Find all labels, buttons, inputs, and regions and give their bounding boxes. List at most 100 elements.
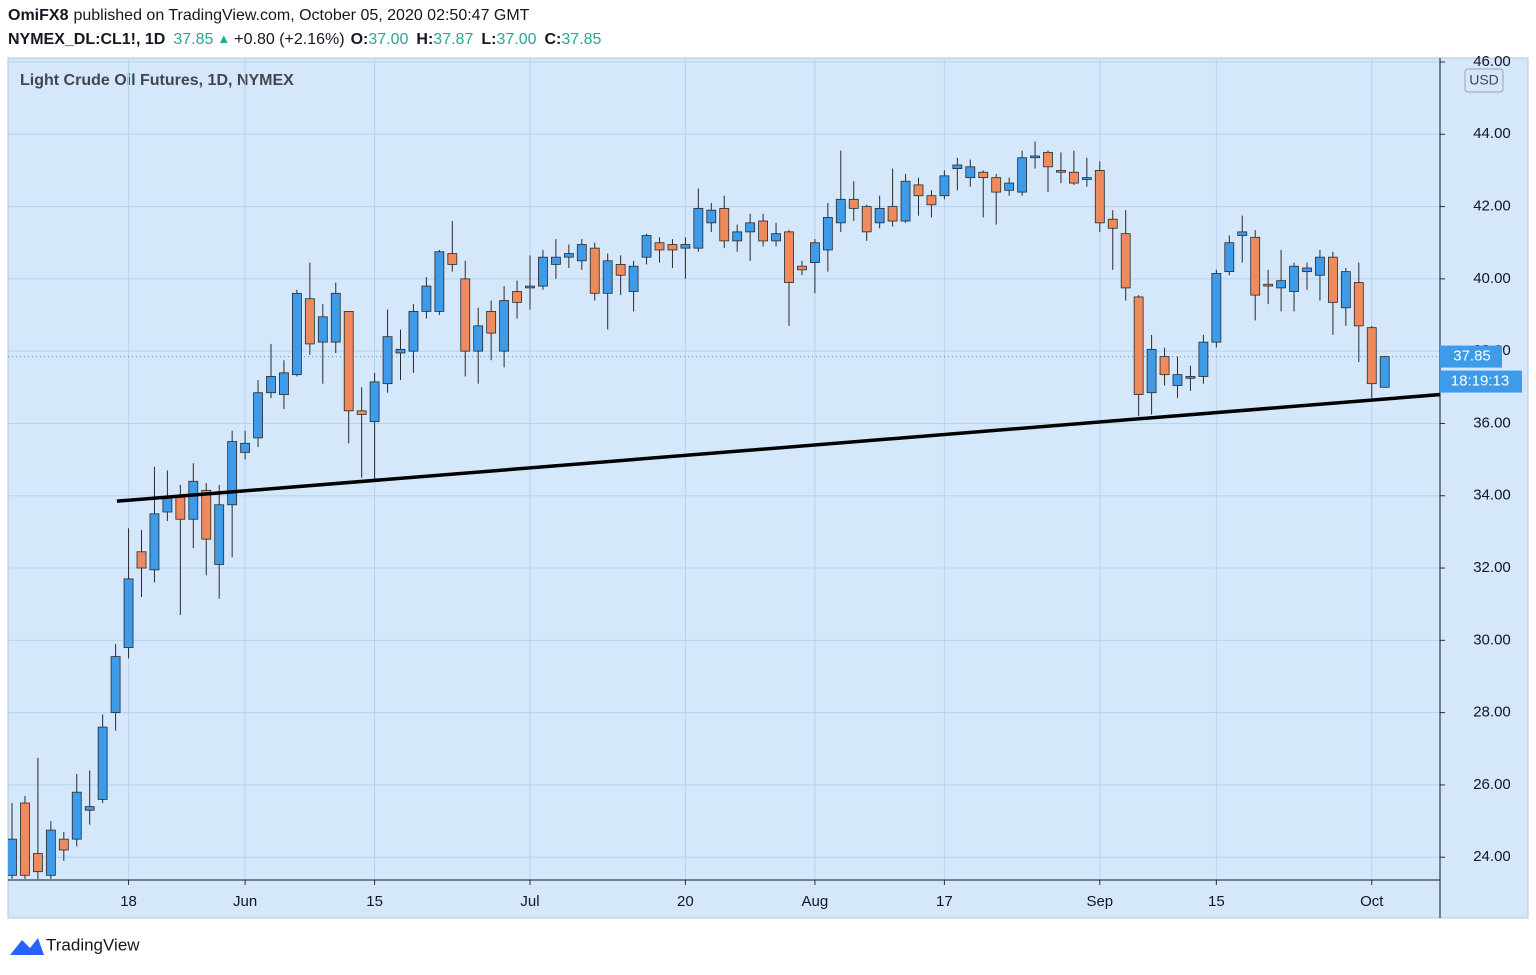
candle-body bbox=[939, 175, 950, 197]
plot bbox=[8, 141, 1440, 879]
ohlc-value: 37.00 bbox=[496, 31, 536, 48]
candle-body bbox=[8, 838, 17, 876]
currency-badge bbox=[1464, 68, 1504, 93]
candle-body bbox=[1133, 296, 1144, 395]
chart-title: Light Crude Oil Futures, 1D, NYMEX bbox=[20, 72, 294, 89]
candle-body bbox=[771, 233, 781, 242]
candle-body bbox=[1185, 376, 1196, 379]
candle-body bbox=[551, 256, 561, 265]
candle-body bbox=[965, 166, 976, 179]
price-tag-box bbox=[1440, 345, 1502, 368]
ohlc-key: L: bbox=[481, 31, 496, 48]
ohlc-value: 37.85 bbox=[561, 31, 601, 48]
candle-body bbox=[434, 251, 445, 312]
candle-body bbox=[1094, 170, 1105, 224]
publisher: OmiFX8 bbox=[8, 7, 69, 24]
candle-body bbox=[97, 726, 108, 800]
x-tick-label: 18 bbox=[120, 893, 137, 910]
candle-body bbox=[978, 171, 989, 179]
candle-body bbox=[654, 242, 665, 251]
candle-body bbox=[291, 292, 302, 376]
ohlc-value: 37.87 bbox=[433, 31, 473, 48]
y-tick-label: 28.00 bbox=[1473, 704, 1511, 721]
candle-body bbox=[1030, 155, 1040, 159]
candle-body bbox=[1302, 267, 1312, 273]
candle-body bbox=[926, 195, 937, 206]
candle-body bbox=[227, 441, 238, 506]
candle-body bbox=[408, 310, 419, 352]
candle-body bbox=[460, 278, 471, 352]
candle-body bbox=[512, 291, 522, 303]
candle-body bbox=[848, 198, 859, 209]
candle-body bbox=[732, 231, 743, 242]
candle-body bbox=[136, 551, 147, 569]
candle-body bbox=[201, 489, 212, 540]
candle-body bbox=[499, 300, 510, 352]
candle-body bbox=[1081, 177, 1092, 180]
change: +0.80 (+2.16%) bbox=[234, 31, 344, 48]
y-tick-label: 44.00 bbox=[1473, 125, 1511, 142]
candle-body bbox=[1056, 170, 1066, 173]
candle-body bbox=[45, 829, 56, 876]
x-tick-label: 15 bbox=[1208, 893, 1225, 910]
candle-body bbox=[356, 410, 367, 415]
candle-body bbox=[641, 235, 652, 258]
candle-body bbox=[1146, 348, 1157, 394]
logo-icon bbox=[10, 938, 44, 955]
candle-body bbox=[382, 336, 393, 385]
published: published on TradingView.com, October 05… bbox=[73, 7, 529, 24]
candle-body bbox=[1353, 282, 1364, 327]
x-tick-label: Jun bbox=[233, 893, 257, 910]
candle-body bbox=[706, 209, 717, 224]
ohlc-key: C: bbox=[545, 31, 562, 48]
candle-body bbox=[1328, 256, 1338, 303]
candle-body bbox=[279, 372, 289, 395]
candle-body bbox=[1004, 182, 1015, 191]
candle-body bbox=[1198, 341, 1209, 377]
candle-body bbox=[887, 206, 898, 222]
candle-body bbox=[1069, 171, 1079, 184]
y-tick-label: 26.00 bbox=[1473, 776, 1511, 793]
candle-body bbox=[874, 207, 885, 224]
candle-body bbox=[822, 217, 833, 251]
candle-body bbox=[538, 256, 548, 287]
candle-body bbox=[110, 656, 121, 714]
candle-body bbox=[667, 244, 678, 251]
y-tick-label: 32.00 bbox=[1473, 559, 1511, 576]
candle-body bbox=[1315, 256, 1325, 276]
candle-body bbox=[952, 164, 963, 170]
candle-body bbox=[525, 285, 535, 289]
candle-body bbox=[343, 310, 354, 412]
publish-line: OmiFX8 published on TradingView.com, Octo… bbox=[8, 7, 530, 24]
x-tick-label: 20 bbox=[677, 893, 694, 910]
candle-body bbox=[214, 504, 225, 565]
last-price: 37.85 bbox=[173, 31, 213, 48]
candle-body bbox=[58, 838, 69, 851]
x-tick-label: Sep bbox=[1086, 893, 1113, 910]
symbol-line: NYMEX_DL:CL1!, 1D 37.85 ▲ +0.80 (+2.16%) O:3… bbox=[8, 31, 602, 48]
price-tag: 37.85 bbox=[1453, 348, 1491, 365]
logo: TradingView bbox=[10, 935, 140, 955]
candle-body bbox=[1211, 273, 1222, 343]
candle-body bbox=[693, 207, 704, 249]
candle-body bbox=[1340, 271, 1351, 309]
candle-body bbox=[900, 180, 911, 222]
candle-body bbox=[680, 244, 691, 249]
ohlc-value: 37.00 bbox=[368, 31, 408, 48]
candle-body bbox=[745, 222, 756, 233]
countdown-box bbox=[1440, 370, 1522, 393]
candle-body bbox=[1250, 236, 1261, 296]
y-tick-label: 42.00 bbox=[1473, 198, 1511, 215]
trendline bbox=[116, 392, 1440, 503]
candle-body bbox=[628, 265, 639, 292]
candle-body bbox=[576, 244, 587, 262]
candle-body bbox=[861, 206, 872, 233]
candle-body bbox=[188, 480, 199, 520]
candle-body bbox=[253, 392, 263, 439]
candle-body bbox=[330, 292, 341, 343]
candle-body bbox=[913, 184, 924, 197]
candle-body bbox=[447, 253, 458, 265]
candle-body bbox=[589, 247, 600, 294]
candle-body bbox=[758, 220, 768, 242]
